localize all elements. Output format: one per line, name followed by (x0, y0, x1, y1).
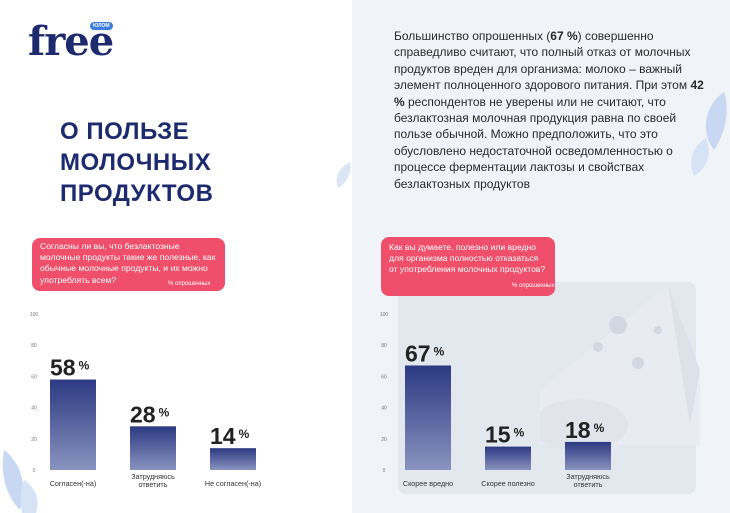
leaf-icon (336, 162, 351, 188)
bar (565, 441, 611, 470)
y-tick-label: 60 (381, 374, 387, 380)
leaf-icon (2, 450, 38, 513)
x-tick-label: Скорее полезно (481, 479, 534, 488)
intro-text-part: респондентов не уверены или не считают, … (394, 94, 677, 191)
y-tick-label: 20 (31, 437, 37, 443)
chart-1-question: Согласны ли вы, что безлактозные молочны… (32, 238, 225, 291)
x-tick-label: Не согласен(-на) (205, 479, 261, 488)
y-tick-label: 100 (380, 312, 389, 318)
logo-badge: ЮЛОМ (90, 22, 113, 30)
intro-paragraph: Большинство опрошенных (67 %) совершенно… (394, 28, 714, 192)
x-tick-label: Затрудняюсь ответить (566, 472, 610, 489)
y-tick-label: 20 (381, 437, 387, 443)
x-tick-label: Согласен(-на) (50, 479, 97, 488)
bar (50, 379, 96, 470)
data-label: 18% (565, 417, 605, 443)
data-label: 28% (130, 401, 170, 427)
page-title-line: МОЛОЧНЫХ (60, 149, 212, 176)
y-tick-label: 40 (31, 406, 37, 412)
chart-2-question: Как вы думаете, полезно или вредно для о… (381, 237, 555, 296)
intro-highlight: 67 % (550, 29, 578, 43)
y-tick-label: 80 (31, 343, 37, 349)
y-tick-label: 0 (383, 468, 386, 474)
y-tick-label: 40 (381, 406, 387, 412)
y-tick-label: 0 (33, 468, 36, 474)
intro-text-part: ) совершенно справедливо считают, что по… (394, 29, 691, 93)
data-label: 14% (210, 423, 250, 449)
chart-2-unit-label: % опрошенных (512, 283, 555, 289)
data-label: 67% (405, 340, 445, 366)
bar (210, 448, 256, 470)
y-tick-label: 60 (31, 374, 37, 380)
x-tick-label: Затрудняюсь ответить (131, 472, 175, 489)
y-tick-label: 100 (30, 312, 39, 318)
intro-highlight: 42 % (394, 78, 704, 109)
bar (405, 365, 451, 470)
y-tick-label: 80 (381, 343, 387, 349)
page-title: О ПОЛЬЗЕ МОЛОЧНЫХ ПРОДУКТОВ (60, 116, 213, 209)
x-tick-label: Скорее вредно (403, 479, 453, 488)
intro-text-part: Большинство опрошенных ( (394, 29, 551, 43)
cheese-illustration (540, 285, 700, 451)
chart-1-unit-label: % опрошенных (168, 281, 211, 287)
data-label: 58% (50, 355, 90, 381)
page-title-line: ПРОДУКТОВ (60, 180, 214, 207)
bar (130, 426, 176, 470)
data-label: 15% (485, 422, 525, 448)
leaf-icon (691, 92, 727, 176)
brand-logo: free ЮЛОМ (28, 22, 114, 62)
bar (485, 446, 531, 470)
page-title-line: О ПОЛЬЗЕ (60, 118, 190, 145)
